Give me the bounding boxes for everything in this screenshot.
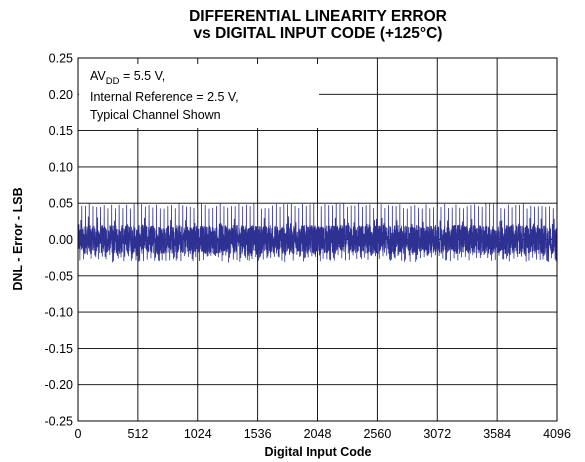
y-tick-label: 0.25 <box>49 52 73 66</box>
dnl-trace <box>77 203 558 263</box>
x-tick-label: 1024 <box>184 427 212 441</box>
annotation-line1: AVDD = 5.5 V, <box>90 69 165 87</box>
y-tick-label: -0.25 <box>45 415 74 429</box>
annotation-line2: Internal Reference = 2.5 V, <box>90 90 239 104</box>
y-tick-label: -0.10 <box>45 306 74 320</box>
x-tick-label: 1536 <box>244 427 272 441</box>
chart-title-line1: DIFFERENTIAL LINEARITY ERROR <box>189 8 447 25</box>
x-tick-label: 2048 <box>304 427 332 441</box>
x-tick-label: 4096 <box>543 427 571 441</box>
annotation-box: AVDD = 5.5 V, Internal Reference = 2.5 V… <box>79 64 319 128</box>
chart-title-line2: vs DIGITAL INPUT CODE (+125°C) <box>194 25 443 42</box>
y-axis-label: DNL - Error - LSB <box>11 187 25 290</box>
x-tick-labels: 0 512 1024 1536 2048 2560 3072 3584 4096 <box>75 427 571 441</box>
annotation-line3: Typical Channel Shown <box>90 108 221 122</box>
annotation-subscript: DD <box>106 76 120 87</box>
y-tick-label: -0.15 <box>45 342 74 356</box>
y-tick-labels: 0.25 0.20 0.15 0.10 0.05 0.00 -0.05 -0.10 -0.15 -… <box>45 52 74 429</box>
y-tick-label: -0.05 <box>45 269 74 283</box>
y-tick-label: 0.15 <box>49 124 73 138</box>
x-axis-label: Digital Input Code <box>265 445 372 459</box>
x-tick-label: 0 <box>75 427 82 441</box>
dnl-series <box>77 203 558 263</box>
x-tick-label: 3584 <box>483 427 511 441</box>
y-tick-label: 0.00 <box>49 233 73 247</box>
y-tick-label: -0.20 <box>45 378 74 392</box>
x-tick-label: 512 <box>127 427 148 441</box>
y-tick-label: 0.05 <box>49 197 73 211</box>
y-tick-label: 0.10 <box>49 160 73 174</box>
x-tick-label: 2560 <box>363 427 391 441</box>
plot-area <box>77 57 558 422</box>
y-tick-label: 0.20 <box>49 88 73 102</box>
x-tick-label: 3072 <box>423 427 451 441</box>
